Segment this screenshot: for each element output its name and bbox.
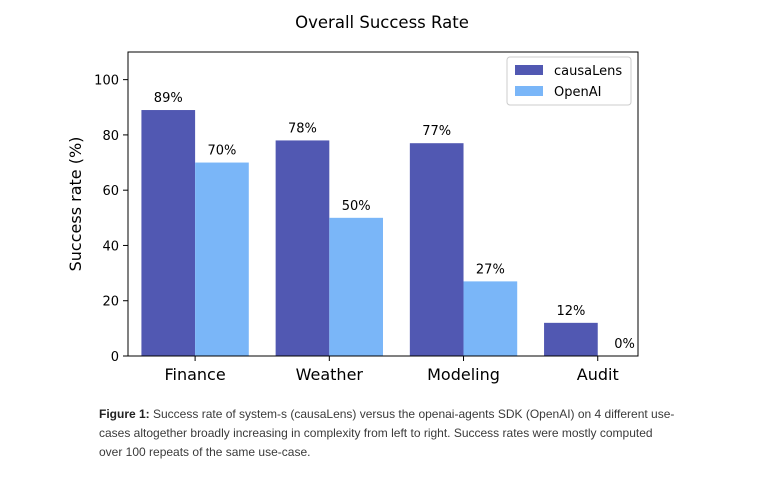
- data-label: 50%: [342, 199, 371, 214]
- legend-label-openai: OpenAI: [554, 85, 601, 100]
- legend-swatch-causalens: [515, 65, 543, 75]
- x-tick-label: Modeling: [427, 365, 500, 384]
- bar-causalens-finance: [141, 110, 196, 356]
- caption-label: Figure 1:: [99, 407, 150, 421]
- data-label: 70%: [207, 144, 236, 159]
- bar-chart: Overall Success Rate Success rate (%) 0 2…: [66, 13, 639, 384]
- chart-title: Overall Success Rate: [295, 13, 469, 32]
- data-label: 77%: [422, 124, 451, 139]
- bar-openai-finance: [195, 162, 249, 356]
- caption-text: Success rate of system-s (causaLens) ver…: [99, 407, 675, 459]
- x-tick-label: Audit: [577, 365, 619, 384]
- y-tick-label: 0: [111, 350, 119, 365]
- plot-frame: [127, 51, 639, 357]
- legend-label-causalens: causaLens: [554, 64, 622, 79]
- bar-openai-modeling: [463, 281, 518, 356]
- data-label: 0%: [614, 337, 635, 352]
- data-label: 78%: [288, 121, 317, 136]
- y-tick-label: 100: [94, 74, 119, 89]
- y-tick-label: 20: [102, 295, 119, 310]
- y-tick-label: 80: [102, 129, 119, 144]
- bar-causalens-weather: [275, 140, 330, 356]
- legend: causaLens OpenAI: [506, 56, 632, 106]
- x-tick-label: Finance: [164, 365, 225, 384]
- data-label: 27%: [476, 262, 505, 277]
- bar-causalens-audit: [544, 322, 598, 356]
- bar-causalens-modeling: [409, 143, 464, 356]
- legend-swatch-openai: [515, 86, 543, 96]
- y-tick-label: 60: [102, 184, 119, 199]
- y-axis-label: Success rate (%): [66, 137, 85, 272]
- figure-caption: Figure 1: Success rate of system-s (caus…: [99, 405, 679, 462]
- bar-openai-weather: [329, 217, 383, 356]
- data-label: 89%: [154, 91, 183, 106]
- x-tick-label: Weather: [296, 365, 364, 384]
- y-tick-label: 40: [102, 239, 119, 254]
- data-label: 12%: [556, 304, 585, 319]
